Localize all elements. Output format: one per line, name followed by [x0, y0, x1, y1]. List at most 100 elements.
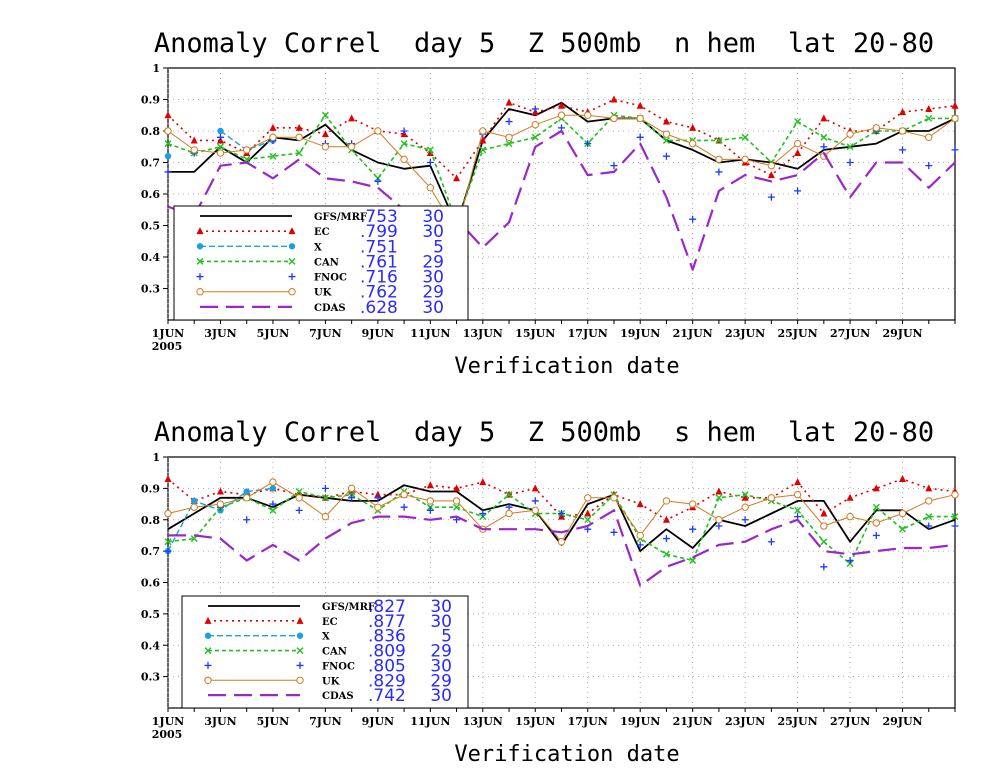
- circle-marker: [557, 111, 566, 119]
- circle-marker: [164, 509, 172, 518]
- plus-marker: [321, 484, 329, 492]
- x-tick-label: 19JUN: [620, 327, 660, 340]
- plus-marker: [715, 522, 723, 530]
- series-can: [164, 488, 959, 568]
- plus-marker: [216, 133, 224, 141]
- x-marker: [295, 488, 303, 496]
- x-marker: [296, 647, 304, 655]
- triangle-marker: [689, 123, 697, 131]
- triangle-marker: [951, 101, 959, 109]
- circle-marker: [925, 497, 933, 505]
- x-tick-label: 23JUN: [725, 327, 765, 340]
- plus-marker: [846, 557, 854, 565]
- legend-item: UK .829 29: [204, 671, 452, 691]
- x-marker: [794, 506, 802, 514]
- plus-marker: [899, 146, 907, 154]
- plus-marker: [820, 563, 828, 571]
- circle-marker: [925, 133, 933, 142]
- x-marker: [715, 494, 723, 502]
- triangle-marker: [925, 104, 933, 112]
- legend-series-mean: .628: [360, 298, 398, 318]
- chart-panel-n-hem: Anomaly Correl day 5 Z 500mb n hem lat 2…: [141, 28, 959, 379]
- triangle-marker: [662, 117, 670, 125]
- triangle-marker: [296, 616, 304, 624]
- x-tick-label: 9JUN: [362, 327, 395, 340]
- x-marker: [794, 118, 802, 126]
- x-marker: [715, 136, 723, 144]
- legend-series-mean: .799: [360, 222, 398, 242]
- legend-series-count: 30: [422, 268, 444, 288]
- circle-marker: [426, 497, 435, 505]
- circle-marker: [820, 522, 828, 530]
- x-marker: [872, 503, 880, 511]
- triangle-marker: [479, 478, 487, 486]
- x-marker: [662, 136, 670, 144]
- x-tick-label: 17JUN: [568, 715, 608, 728]
- circle-marker: [688, 139, 697, 148]
- y-tick-label: 0.6: [141, 577, 160, 590]
- legend-series-name: CDAS: [314, 303, 346, 314]
- legend-series-name: UK: [314, 288, 332, 299]
- legend-series-count: 29: [422, 252, 444, 272]
- series-x: [164, 485, 277, 555]
- legend-item: EC .799 30: [196, 222, 444, 242]
- legend-series-mean: .827: [368, 597, 406, 617]
- legend-series-count: 29: [430, 671, 452, 691]
- legend-item: GFS/MRF.753 30: [200, 207, 444, 227]
- circle-marker: [505, 133, 513, 142]
- series-layer: [164, 474, 959, 587]
- triangle-marker: [288, 227, 296, 235]
- triangle-marker: [741, 493, 749, 501]
- circle-marker: [400, 155, 408, 164]
- dot-marker: [191, 497, 198, 505]
- y-tick-label: 0.9: [141, 94, 160, 107]
- circle-marker: [872, 519, 880, 527]
- triangle-marker: [636, 101, 644, 109]
- circle-marker: [216, 149, 225, 157]
- x-tick-label: 21JUN: [673, 327, 713, 340]
- triangle-marker: [190, 136, 198, 144]
- triangle-marker: [715, 487, 723, 495]
- series-layer: [164, 95, 959, 271]
- circle-marker: [872, 124, 880, 132]
- x-axis-label: Verification date: [454, 742, 679, 767]
- triangle-marker: [216, 487, 224, 495]
- x-tick-label: 19JUN: [620, 715, 660, 728]
- legend-item: GFS/MRF.827 30: [208, 597, 452, 617]
- plus-marker: [741, 516, 749, 524]
- plus-marker: [951, 522, 959, 530]
- triangle-marker: [426, 149, 434, 157]
- x-tick-label: 13JUN: [463, 715, 503, 728]
- circle-marker: [688, 500, 697, 508]
- x-tick-label: 5JUN: [257, 327, 290, 340]
- triangle-marker: [426, 481, 434, 489]
- plus-marker: [662, 535, 670, 543]
- legend-series-name: FNOC: [322, 661, 355, 672]
- circle-marker: [715, 155, 723, 164]
- x-marker: [846, 143, 854, 151]
- y-tick-label: 0.5: [141, 608, 160, 621]
- circle-marker: [636, 531, 644, 540]
- legend-series-mean: .761: [360, 252, 398, 272]
- legend-item: CDAS .742 30: [208, 686, 452, 706]
- dot-marker: [196, 243, 204, 250]
- triangle-marker: [453, 174, 461, 182]
- legend-series-count: 30: [422, 298, 444, 318]
- circle-marker: [793, 490, 802, 499]
- circle-marker: [531, 121, 539, 129]
- legend-series-mean: .762: [360, 283, 398, 303]
- x-marker: [400, 140, 408, 148]
- circle-marker: [288, 288, 296, 296]
- legend-box: [181, 595, 469, 709]
- triangle-marker: [269, 123, 277, 131]
- x-marker: [741, 491, 749, 499]
- circle-marker: [505, 509, 513, 518]
- triangle-marker: [584, 509, 592, 517]
- circle-marker: [374, 127, 382, 135]
- x-marker: [505, 140, 513, 148]
- triangle-marker: [794, 478, 802, 486]
- plus-marker: [951, 146, 959, 154]
